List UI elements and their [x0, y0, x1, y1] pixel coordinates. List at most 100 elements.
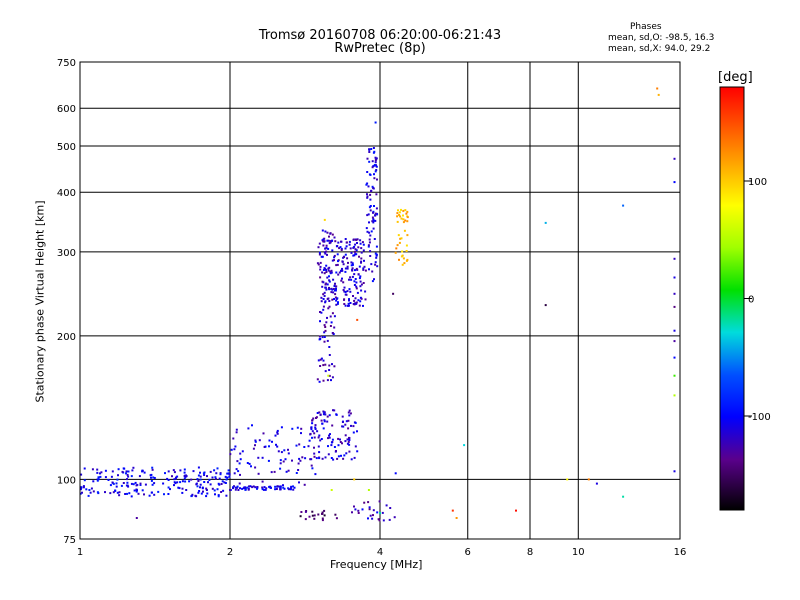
- data-point: [355, 267, 358, 270]
- data-point: [246, 486, 249, 489]
- data-point: [371, 517, 374, 520]
- data-point: [247, 427, 250, 430]
- data-point: [363, 501, 366, 504]
- data-point: [347, 440, 350, 443]
- data-point: [345, 241, 348, 244]
- data-point: [357, 509, 360, 512]
- data-point: [397, 209, 399, 212]
- data-point: [331, 259, 334, 262]
- data-point: [195, 495, 198, 498]
- data-point: [192, 470, 195, 473]
- data-point: [252, 485, 255, 488]
- data-point: [224, 475, 227, 478]
- data-point: [324, 413, 327, 416]
- data-point: [258, 439, 261, 442]
- data-point: [406, 210, 409, 213]
- data-point: [319, 439, 322, 442]
- phases-x-line: mean, sd,X: 94.0, 29.2: [608, 44, 711, 54]
- data-point: [295, 472, 298, 474]
- data-point: [348, 409, 351, 412]
- data-point: [334, 296, 337, 299]
- data-point: [354, 421, 357, 424]
- data-point: [373, 173, 375, 176]
- data-point: [374, 212, 377, 215]
- data-point: [324, 329, 327, 332]
- colorbar-ticks: 100 0 -100: [744, 177, 771, 423]
- data-point: [346, 267, 349, 270]
- data-point: [226, 476, 229, 479]
- data-point: [347, 419, 350, 422]
- data-point: [399, 215, 402, 218]
- data-point: [393, 516, 396, 519]
- data-point: [279, 467, 282, 470]
- data-point: [318, 451, 321, 454]
- data-point: [284, 458, 287, 461]
- data-point: [368, 508, 371, 511]
- data-point: [310, 464, 313, 467]
- x-tick-label: 6: [465, 547, 471, 558]
- data-point: [364, 298, 367, 301]
- data-point: [85, 488, 88, 491]
- data-point: [371, 185, 374, 188]
- data-point: [350, 278, 353, 281]
- data-point: [96, 468, 99, 471]
- data-point: [337, 301, 339, 304]
- data-point: [367, 501, 370, 504]
- data-point: [292, 488, 295, 491]
- data-point: [325, 321, 328, 324]
- data-point: [348, 298, 350, 301]
- data-point: [374, 214, 377, 217]
- data-point: [79, 488, 82, 491]
- data-point: [299, 515, 302, 518]
- data-point: [279, 485, 282, 488]
- data-point: [174, 482, 177, 485]
- data-point: [324, 252, 327, 255]
- data-point: [337, 260, 339, 263]
- data-point: [331, 332, 334, 335]
- data-point: [345, 245, 348, 248]
- data-point: [220, 491, 223, 493]
- data-point: [328, 242, 331, 245]
- data-point: [341, 442, 343, 445]
- data-point: [322, 293, 325, 296]
- data-point: [304, 457, 307, 460]
- data-point: [326, 231, 329, 234]
- data-point: [151, 466, 154, 469]
- data-point: [269, 486, 272, 489]
- data-point: [269, 485, 272, 488]
- data-point: [352, 246, 355, 249]
- data-point: [401, 250, 404, 253]
- data-point: [367, 213, 370, 216]
- data-point: [295, 444, 298, 447]
- data-point: [225, 494, 228, 497]
- data-point: [167, 486, 170, 489]
- data-point: [344, 434, 347, 437]
- data-point: [311, 510, 314, 513]
- data-point: [199, 483, 202, 486]
- data-point: [337, 437, 340, 440]
- data-point: [114, 489, 117, 492]
- data-point: [206, 492, 209, 495]
- data-point: [292, 485, 294, 488]
- data-point: [265, 487, 268, 490]
- data-point: [135, 489, 138, 492]
- data-point: [254, 440, 257, 443]
- data-point: [369, 514, 372, 517]
- data-point: [348, 240, 351, 243]
- data-point: [400, 255, 403, 258]
- data-point: [328, 374, 331, 377]
- data-point: [319, 261, 322, 264]
- data-point: [362, 282, 365, 284]
- data-point: [167, 470, 170, 473]
- data-point: [375, 157, 378, 160]
- data-point: [340, 240, 342, 243]
- data-point: [112, 491, 115, 494]
- data-point: [394, 251, 397, 254]
- data-point: [327, 239, 330, 242]
- data-point: [398, 211, 401, 214]
- data-point: [322, 427, 325, 430]
- data-point: [166, 477, 169, 480]
- y-tick-label: 600: [57, 104, 76, 115]
- data-point: [181, 491, 184, 494]
- data-point: [353, 303, 356, 306]
